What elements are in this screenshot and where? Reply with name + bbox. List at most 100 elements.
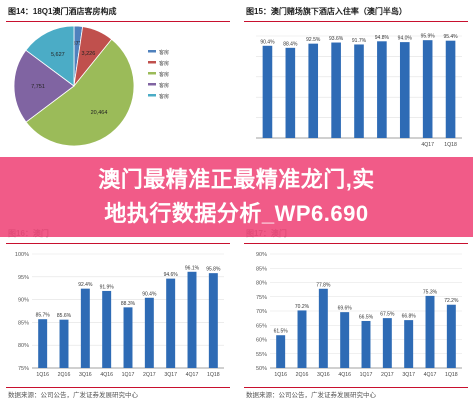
slice-label: 5,627 [51,52,65,58]
title-rule [6,21,230,22]
bar [276,335,286,368]
bar [404,320,414,368]
bar-value-label: 94.8% [375,35,390,41]
bar-value-label: 61.5% [274,329,289,335]
pie-slice [25,38,135,147]
bar-chart: 90% 85% 80% 75% 70% 65% 60% 55% 50% 61.5% 1Q16 70.2… [256,252,462,378]
bar [399,42,410,138]
y-tick-label: 85% [18,320,29,326]
bar [102,290,112,368]
legend-swatch [148,72,156,75]
y-tick-label: 50% [256,366,267,372]
bar [377,41,387,138]
bar [80,288,90,368]
x-tick-label: 2Q16 [296,372,309,378]
banner-line-2: 地执行数据分析_WP6.690 [104,201,369,226]
bar [166,278,176,368]
promo-banner: 澳门最精准正最精准龙门,实 地执行数据分析_WP6.690 [0,157,473,237]
x-tick-label: 3Q16 [79,372,92,378]
x-tick-label: 4Q17 [424,372,437,378]
title-rule [244,243,468,244]
bar [354,44,364,138]
bar-value-label: 90.4% [260,39,275,45]
panel-occupancy-peninsula: 图15：澳门赌场旗下酒店入住率（澳门半岛） 90.4% 88.4% 92.5% 93.… [244,4,468,154]
x-tick-label: 3Q16 [317,372,330,378]
bar [208,273,218,368]
pie-slice [25,25,75,87]
banner-line-1: 澳门最精准正最精准龙门,实 [98,167,375,192]
x-tick-label: 1Q17 [122,372,135,378]
y-tick-label: 60% [256,338,267,344]
bar-value-label: 66.5% [359,314,374,320]
bar-value-label: 95.8% [206,267,221,273]
chart-source: 数据来源：公司公告，广发证券发展研究中心 [8,392,138,399]
bar-value-label: 85.7% [36,313,51,319]
x-tick-label: 1Q18 [445,372,458,378]
x-tick-label: 4Q16 [338,372,351,378]
y-tick-label: 95% [18,275,29,281]
y-tick-label: 75% [18,366,29,372]
bar [123,307,133,368]
y-tick-label: 65% [256,323,267,329]
x-tick-label: 1Q16 [274,372,287,378]
legend-swatch [148,83,156,86]
bar-value-label: 92.5% [306,37,321,43]
x-tick-label: 4Q17 [186,372,199,378]
x-tick-label: 1Q18 [207,372,220,378]
legend-label: 客房 [159,60,169,67]
y-tick-label: 85% [256,266,267,272]
legend-swatch [148,50,156,53]
chart-title: 图15：澳门赌场旗下酒店入住率（澳门半岛） [246,7,407,16]
bar-value-label: 69.6% [338,306,353,312]
y-tick-label: 90% [256,252,267,258]
legend-label: 客房 [159,93,169,100]
bar [361,320,371,368]
bar [297,310,307,368]
x-tick-label: 2Q17 [143,372,156,378]
x-tick-label: 1Q16 [36,372,49,378]
legend-swatch [148,94,156,97]
bar-value-label: 92.4% [78,282,93,288]
bar [285,47,296,138]
bar-value-label: 96.1% [185,265,200,271]
x-tick-label: 4Q16 [100,372,113,378]
bar [318,288,328,368]
bar [425,295,435,368]
bar [445,40,456,138]
bar-value-label: 91.7% [352,38,367,44]
y-tick-label: 100% [15,252,29,258]
y-tick-label: 75% [256,295,267,301]
bar [382,318,392,368]
title-rule [6,243,230,244]
bar-value-label: 95.4% [443,34,458,40]
bar-value-label: 93.6% [329,36,344,42]
bar-value-label: 72.2% [444,298,459,304]
footer-rule [6,387,230,388]
bar-value-label: 91.9% [100,284,115,290]
bar-value-label: 90.4% [142,291,157,297]
bar-chart: 100% 95% 90% 85% 80% 75% 85.7% 1Q16 85.6% 2Q16 92.… [15,252,224,378]
bar [422,40,433,138]
slice-label: 873 [73,41,82,47]
bar-chart: 90.4% 88.4% 92.5% 93.6% 91.7% 94.8% 94.0% 95.9%… [256,34,462,148]
banner-text: 澳门最精准正最精准龙门,实 地执行数据分析_WP6.690 [0,157,473,237]
bar-value-label: 94.6% [164,272,179,278]
bar-value-label: 95.9% [421,34,436,40]
bar-value-label: 88.4% [283,41,298,47]
x-tick-label: 1Q17 [360,372,373,378]
x-tick-label: 2Q16 [58,372,71,378]
bar-value-label: 77.8% [316,282,331,288]
y-tick-label: 90% [18,298,29,304]
slice-label: 20,464 [91,110,108,116]
chart-source: 数据来源：公司公告，广发证券发展研究中心 [246,392,376,399]
footer-rule [244,387,468,388]
legend-label: 客房 [159,71,169,78]
panel-occupancy-right: 图17：澳门 90%85%80%75%70%65%60%55%50%61.5%1… [244,226,468,399]
bar [340,312,350,368]
y-tick-label: 80% [256,281,267,287]
bar-value-label: 88.3% [121,301,136,307]
bar-value-label: 85.6% [57,313,72,319]
y-tick-label: 80% [18,343,29,349]
x-tick-label: 3Q17 [164,372,177,378]
bar [262,45,273,138]
